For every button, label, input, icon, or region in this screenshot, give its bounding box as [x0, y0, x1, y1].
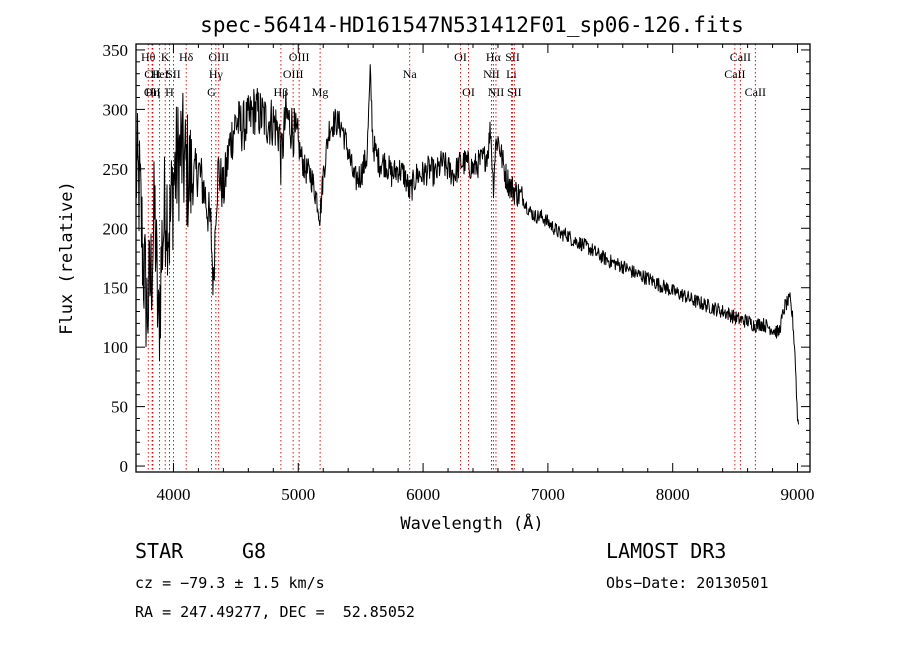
- object-subclass: G8: [242, 539, 267, 563]
- redshift-readout: cz = −79.3 ± 1.5 km/s: [135, 574, 325, 592]
- plot-frame: [135, 43, 811, 473]
- line-label-0: Hθ: [141, 50, 156, 64]
- spectrum-line-0: [135, 64, 799, 425]
- y-tick-label-5: 250: [103, 160, 129, 179]
- y-tick-label-7: 350: [103, 41, 129, 60]
- y-tick-label-4: 200: [103, 219, 129, 238]
- line-label-2: OII: [144, 85, 161, 99]
- line-label-21: NII: [488, 85, 505, 99]
- line-label-15: Mg: [312, 85, 329, 99]
- coordinates: RA = 247.49277, DEC = 52.85052: [135, 603, 415, 621]
- y-tick-label-0: 0: [120, 457, 129, 476]
- line-label-19: Hα: [486, 50, 502, 64]
- x-tick-label-3: 7000: [531, 485, 565, 504]
- y-tick-label-1: 50: [111, 398, 128, 417]
- axis-ticks: 4000 5000 6000 7000 8000 9000 0 50 100 150 200 250 3…: [103, 41, 815, 504]
- line-label-23: Li: [506, 67, 517, 81]
- line-label-5: K: [161, 50, 170, 64]
- obs-date: Obs−Date: 20130501: [606, 574, 769, 592]
- line-label-27: CaII: [745, 85, 766, 99]
- chart-title: spec-56414-HD161547N531412F01_sp06-126.f…: [200, 13, 744, 37]
- x-tick-label-0: 4000: [156, 485, 190, 504]
- y-tick-label-6: 300: [103, 100, 129, 119]
- line-label-4: HeI: [151, 67, 169, 81]
- line-label-1: CII: [144, 67, 160, 81]
- line-label-14: OIII: [289, 50, 310, 64]
- x-tick-label-5: 9000: [781, 485, 815, 504]
- line-label-16: Na: [403, 67, 418, 81]
- line-label-20: NII: [483, 67, 500, 81]
- line-label-6: H: [165, 85, 174, 99]
- line-label-3: Hη: [145, 85, 160, 99]
- line-label-24: SII: [507, 85, 522, 99]
- y-axis-title: Flux (relative): [57, 181, 77, 335]
- line-label-17: OI: [454, 50, 467, 64]
- line-label-13: OIII: [283, 67, 304, 81]
- x-tick-label-4: 8000: [656, 485, 690, 504]
- object-class: STAR: [135, 539, 184, 563]
- line-label-11: G: [207, 85, 216, 99]
- line-label-18: OI: [462, 85, 475, 99]
- x-tick-label-2: 6000: [406, 485, 440, 504]
- line-label-26: CaII: [730, 50, 751, 64]
- line-label-12: Hβ: [274, 85, 289, 99]
- line-label-10: Hγ: [209, 67, 224, 81]
- line-label-25: CaII: [724, 67, 745, 81]
- x-tick-label-1: 5000: [281, 485, 315, 504]
- line-label-7: SII: [166, 67, 181, 81]
- x-axis-title: Wavelength (Å): [400, 512, 543, 534]
- y-tick-label-3: 150: [103, 279, 129, 298]
- line-label-8: Hδ: [179, 50, 194, 64]
- y-tick-label-2: 100: [103, 338, 129, 357]
- line-label-22: SII: [505, 50, 520, 64]
- line-label-9: OIII: [208, 50, 229, 64]
- series-layer: [135, 64, 799, 425]
- survey-name: LAMOST DR3: [606, 539, 727, 563]
